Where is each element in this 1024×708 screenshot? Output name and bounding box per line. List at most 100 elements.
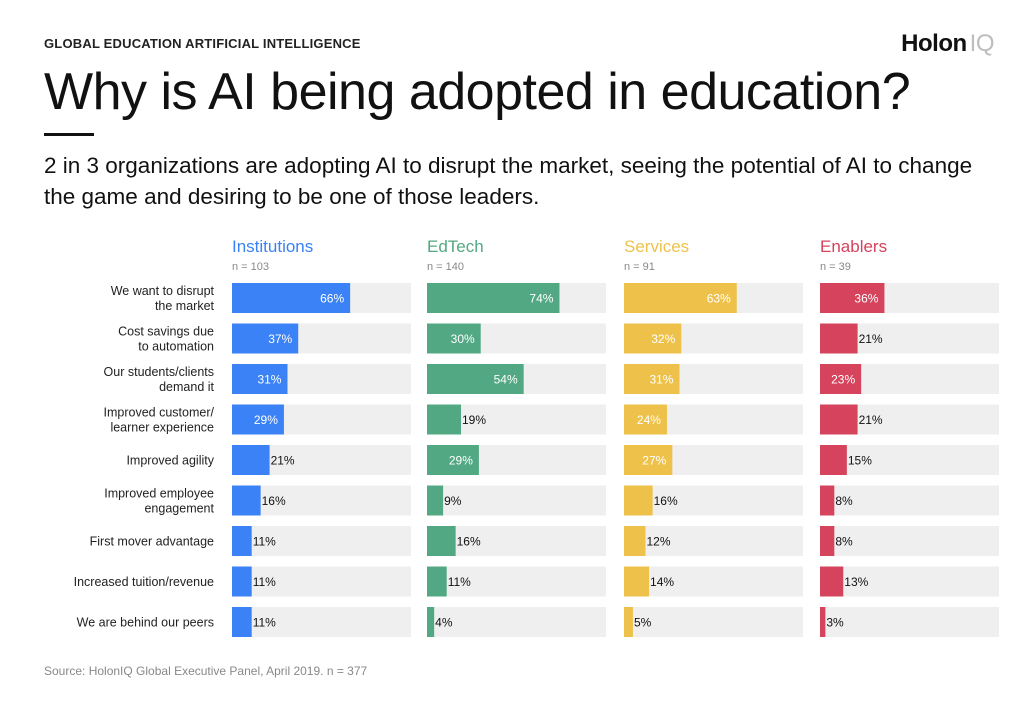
- bar: [820, 566, 844, 597]
- bar: [427, 445, 479, 475]
- series-header: Institutions: [232, 237, 313, 256]
- data-label: 36%: [854, 292, 878, 306]
- bar-track: [820, 526, 999, 556]
- bar: [427, 323, 481, 354]
- data-label: 11%: [253, 535, 276, 549]
- bar-track: [232, 485, 411, 516]
- bar: [624, 283, 737, 313]
- data-label: 31%: [257, 373, 281, 387]
- bar-track: [820, 445, 999, 475]
- data-label: 21%: [859, 332, 883, 346]
- bar: [232, 485, 261, 516]
- data-label: 19%: [462, 413, 486, 427]
- series-n-label: n = 91: [624, 261, 655, 273]
- bar-track: [820, 485, 999, 516]
- bar: [820, 283, 885, 313]
- category-label: Improved customer/learner experience: [104, 406, 215, 435]
- category-label-line: learner experience: [110, 421, 214, 435]
- category-label-line: to automation: [138, 340, 214, 354]
- bar: [624, 364, 680, 394]
- series-header: Enablers: [820, 237, 887, 256]
- category-label-line: We are behind our peers: [77, 616, 214, 630]
- data-label: 16%: [457, 535, 481, 549]
- series-header: Services: [624, 237, 689, 256]
- bar-track: [624, 485, 803, 516]
- title-underline: [44, 133, 94, 136]
- bar: [232, 323, 299, 354]
- category-label-line: engagement: [144, 502, 214, 516]
- bar-track: [232, 526, 411, 556]
- category-label-line: Our students/clients: [104, 365, 214, 379]
- data-label: 32%: [651, 332, 675, 346]
- bar-track: [820, 607, 999, 637]
- series-n-label: n = 39: [820, 261, 851, 273]
- page-title: Why is AI being adopted in education?: [44, 63, 911, 121]
- bar-track: [624, 526, 803, 556]
- category-label: Our students/clients demand it: [104, 365, 215, 394]
- bar: [232, 404, 284, 435]
- data-label: 63%: [707, 292, 731, 306]
- bar: [624, 323, 682, 354]
- data-label: 66%: [320, 292, 344, 306]
- category-label: We are behind our peers: [77, 616, 214, 630]
- series-header: EdTech: [427, 237, 484, 256]
- data-label: 13%: [844, 575, 868, 589]
- category-label-line: Improved employee: [104, 487, 214, 501]
- category-label: Improved employee engagement: [104, 487, 214, 516]
- source-note: Source: HolonIQ Global Executive Panel, …: [44, 664, 368, 678]
- bar-track: [427, 607, 606, 637]
- data-label: 16%: [654, 494, 678, 508]
- bar-track: [820, 566, 999, 597]
- data-label: 24%: [637, 413, 661, 427]
- category-label-line: demand it: [159, 380, 214, 394]
- bar: [427, 485, 444, 516]
- logo-main-text: Holon: [901, 30, 967, 57]
- logo-suffix-text: IQ: [969, 30, 995, 57]
- bar: [820, 485, 835, 516]
- eyebrow-label: GLOBAL EDUCATION ARTIFICIAL INTELLIGENCE: [44, 36, 361, 51]
- bar: [820, 404, 858, 435]
- bar: [820, 607, 826, 637]
- bar: [427, 607, 435, 637]
- bar: [820, 445, 847, 475]
- bar: [820, 526, 835, 556]
- bar: [232, 283, 351, 313]
- bar: [232, 445, 270, 475]
- category-label: First mover advantage: [90, 535, 214, 549]
- category-label: We want to disrupt the market: [111, 284, 215, 313]
- data-label: 5%: [634, 616, 652, 630]
- data-label: 4%: [435, 616, 453, 630]
- data-label: 12%: [646, 535, 670, 549]
- data-label: 11%: [448, 575, 471, 589]
- bar: [624, 607, 633, 637]
- category-label: Cost savings due to automation: [118, 325, 214, 354]
- data-label: 16%: [262, 494, 286, 508]
- bar: [232, 607, 252, 637]
- bar: [427, 364, 524, 394]
- data-label: 27%: [642, 454, 666, 468]
- category-label-line: First mover advantage: [90, 535, 214, 549]
- bar: [624, 445, 673, 475]
- data-label: 31%: [649, 373, 673, 387]
- bar-track: [232, 566, 411, 597]
- data-label: 37%: [268, 332, 292, 346]
- data-label: 3%: [826, 616, 844, 630]
- data-label: 15%: [848, 454, 872, 468]
- holoniq-logo: Holon IQ: [901, 30, 994, 58]
- category-label: Improved agility: [126, 454, 214, 468]
- data-label: 74%: [529, 292, 553, 306]
- category-label-line: Cost savings due: [118, 325, 214, 339]
- bar-track: [624, 607, 803, 637]
- data-label: 29%: [449, 454, 473, 468]
- bar: [427, 566, 447, 597]
- data-label: 54%: [494, 373, 518, 387]
- bar-track: [427, 566, 606, 597]
- data-label: 23%: [831, 373, 855, 387]
- bar-track: [427, 485, 606, 516]
- bar: [624, 485, 653, 516]
- data-label: 21%: [859, 413, 883, 427]
- bar: [624, 566, 650, 597]
- bar: [427, 404, 462, 435]
- data-label: 30%: [451, 332, 475, 346]
